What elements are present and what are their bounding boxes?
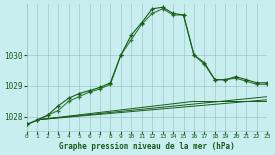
X-axis label: Graphe pression niveau de la mer (hPa): Graphe pression niveau de la mer (hPa)	[59, 142, 235, 151]
